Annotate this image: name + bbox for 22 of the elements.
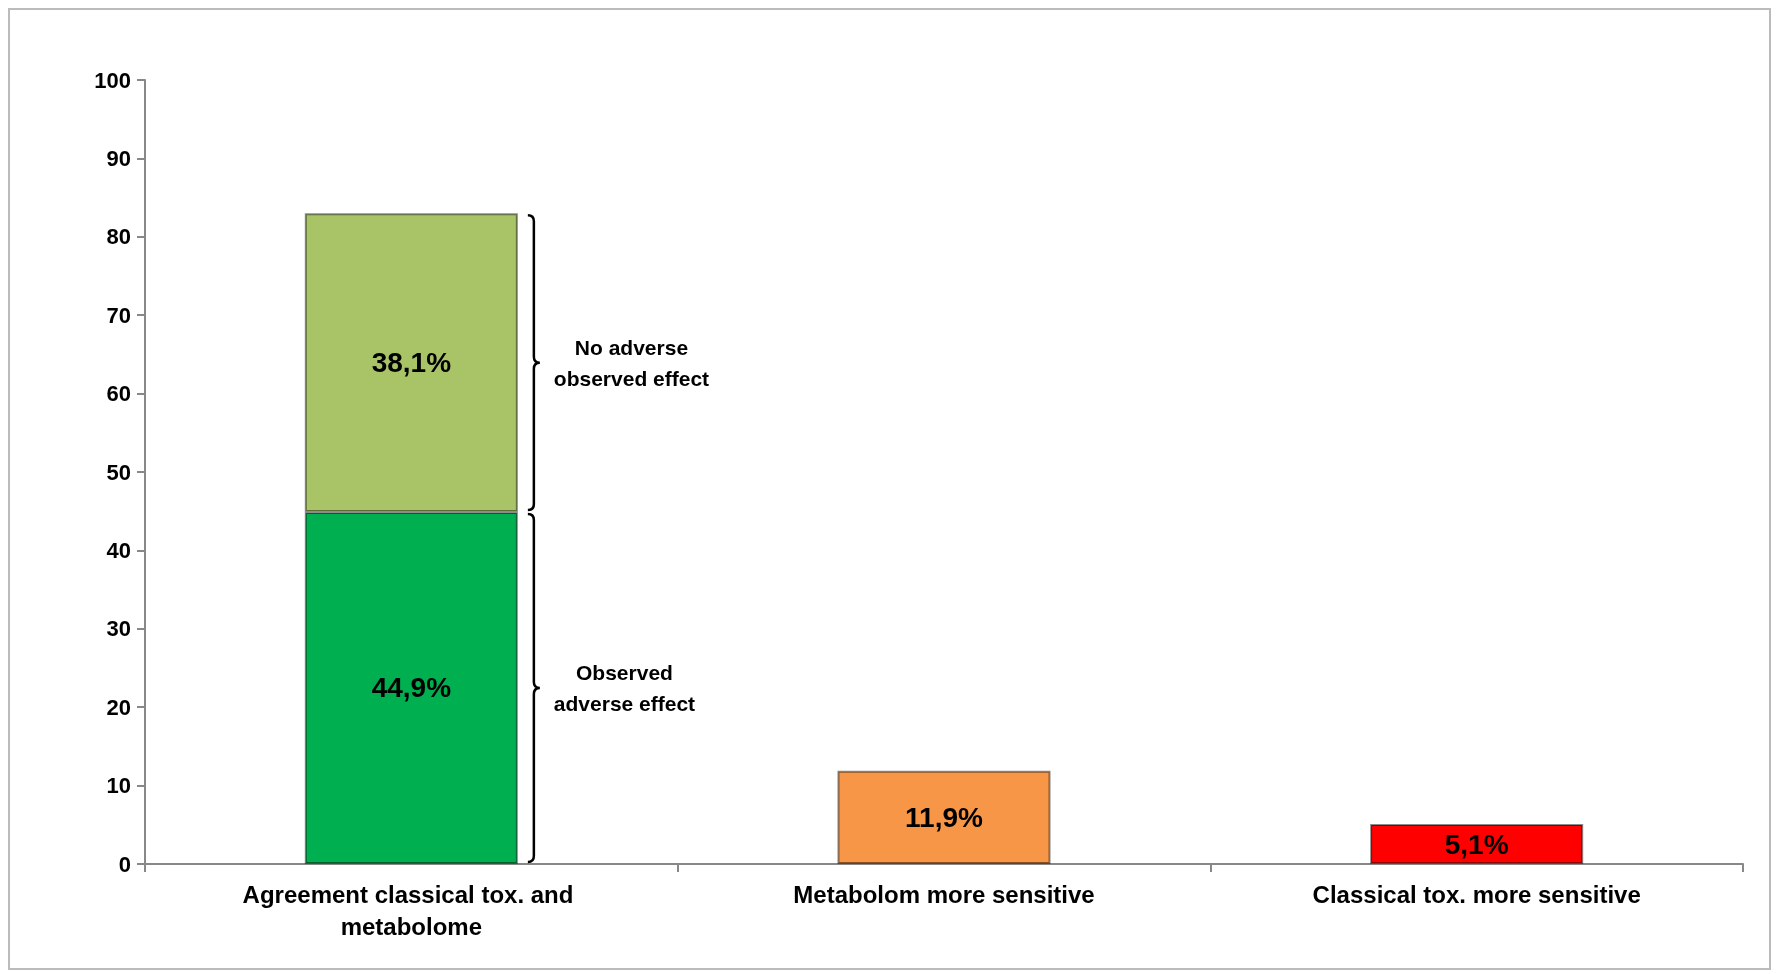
y-tick-label: 30 xyxy=(106,616,131,642)
x-tick-label: Agreement classical tox. and metabolome xyxy=(242,880,581,940)
y-tick-label: 10 xyxy=(106,773,131,799)
y-tick-label: 70 xyxy=(106,302,131,328)
y-tick-label: 40 xyxy=(106,537,131,563)
y-tick-label: 60 xyxy=(106,381,131,407)
x-tick-label: Metabolom more sensitive xyxy=(793,880,1095,908)
data-label: 38,1% xyxy=(371,347,452,379)
data-label: 11,9% xyxy=(905,801,984,833)
y-tick-label: 0 xyxy=(118,851,131,877)
y-tick-label: 90 xyxy=(106,145,131,171)
data-label: 44,9% xyxy=(371,672,452,704)
data-label: 5,1% xyxy=(1444,828,1509,860)
x-tick-label: Classical tox. more sensitive xyxy=(1312,880,1641,908)
y-tick-label: 20 xyxy=(106,694,131,720)
bar xyxy=(837,770,1051,864)
bar xyxy=(1370,824,1584,864)
annotation: Observed adverse effect xyxy=(553,659,696,717)
annotation: No adverse observed effect xyxy=(553,334,710,392)
y-tick-label: 100 xyxy=(94,67,131,93)
y-tick-label: 80 xyxy=(106,224,131,250)
y-tick-label: 50 xyxy=(106,459,131,485)
